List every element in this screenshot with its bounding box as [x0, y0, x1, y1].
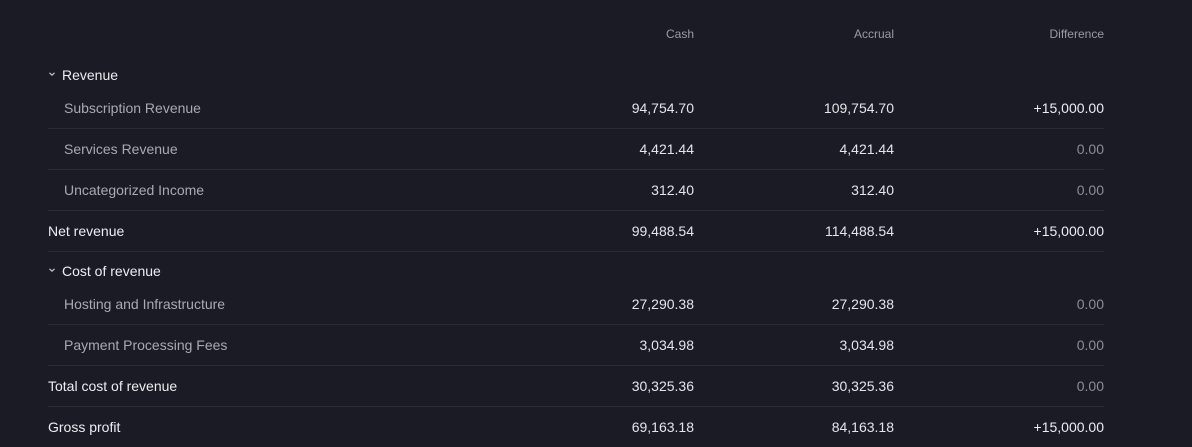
- cash-value: 3,034.98: [639, 337, 695, 353]
- difference-value: +15,000.00: [1033, 419, 1104, 435]
- total-row-cost-of-revenue[interactable]: Total cost of revenue 30,325.36 30,325.3…: [48, 366, 1104, 407]
- table-row[interactable]: Uncategorized Income 312.40 312.40 0.00: [48, 170, 1104, 211]
- section-toggle[interactable]: Cost of revenue: [48, 264, 161, 284]
- cash-value: 69,163.18: [631, 419, 694, 435]
- difference-value: +15,000.00: [1033, 223, 1104, 239]
- table-row[interactable]: Services Revenue 4,421.44 4,421.44 0.00: [48, 129, 1104, 170]
- table-row[interactable]: Subscription Revenue 94,754.70 109,754.7…: [48, 88, 1104, 129]
- difference-value: 0.00: [1076, 337, 1104, 353]
- accrual-value: 30,325.36: [831, 378, 894, 394]
- cash-value: 27,290.38: [631, 296, 694, 312]
- section-toggle[interactable]: Revenue: [48, 68, 118, 88]
- row-label: Total cost of revenue: [48, 378, 178, 394]
- row-label: Hosting and Infrastructure: [64, 296, 226, 312]
- total-row-gross-profit[interactable]: Gross profit 69,163.18 84,163.18 +15,000…: [48, 407, 1104, 447]
- difference-value: 0.00: [1076, 141, 1104, 157]
- cash-value: 94,754.70: [631, 100, 694, 116]
- section-title: Revenue: [62, 67, 119, 83]
- difference-value: 0.00: [1076, 296, 1104, 312]
- row-label: Services Revenue: [64, 141, 178, 157]
- row-label: Payment Processing Fees: [64, 337, 228, 353]
- difference-value: 0.00: [1076, 378, 1104, 394]
- chevron-down-icon[interactable]: [48, 266, 56, 274]
- row-label: Gross profit: [48, 419, 121, 435]
- difference-value: 0.00: [1076, 182, 1104, 198]
- difference-value: +15,000.00: [1033, 100, 1104, 116]
- accrual-value: 84,163.18: [831, 419, 894, 435]
- cash-value: 30,325.36: [631, 378, 694, 394]
- column-header-cash[interactable]: Cash: [665, 27, 694, 41]
- row-label: Net revenue: [48, 223, 125, 239]
- column-header-row: Cash Accrual Difference: [48, 0, 1104, 68]
- table-row[interactable]: Payment Processing Fees 3,034.98 3,034.9…: [48, 325, 1104, 366]
- row-label: Uncategorized Income: [64, 182, 205, 198]
- accrual-value: 114,488.54: [824, 223, 894, 239]
- accrual-value: 27,290.38: [831, 296, 894, 312]
- accrual-value: 4,421.44: [839, 141, 895, 157]
- cash-value: 4,421.44: [639, 141, 695, 157]
- cash-value: 312.40: [651, 182, 694, 198]
- column-header-difference[interactable]: Difference: [1049, 27, 1104, 41]
- row-label: Subscription Revenue: [64, 100, 201, 116]
- accrual-value: 109,754.70: [823, 100, 894, 116]
- table-row[interactable]: Hosting and Infrastructure 27,290.38 27,…: [48, 284, 1104, 325]
- chevron-down-icon[interactable]: [48, 70, 56, 78]
- total-row-net-revenue[interactable]: Net revenue 99,488.54 114,488.54 +15,000…: [48, 211, 1104, 252]
- accrual-value: 312.40: [851, 182, 894, 198]
- section-header-cost-of-revenue[interactable]: Cost of revenue: [48, 264, 1104, 284]
- column-header-accrual[interactable]: Accrual: [853, 27, 894, 41]
- section-header-revenue[interactable]: Revenue: [48, 68, 1104, 88]
- cash-value: 99,488.54: [631, 223, 694, 239]
- accrual-value: 3,034.98: [839, 337, 895, 353]
- section-title: Cost of revenue: [62, 263, 161, 279]
- section-spacer: [48, 252, 1104, 264]
- cash-vs-accrual-report: Cash Accrual Difference Revenue Subscrip…: [48, 0, 1104, 447]
